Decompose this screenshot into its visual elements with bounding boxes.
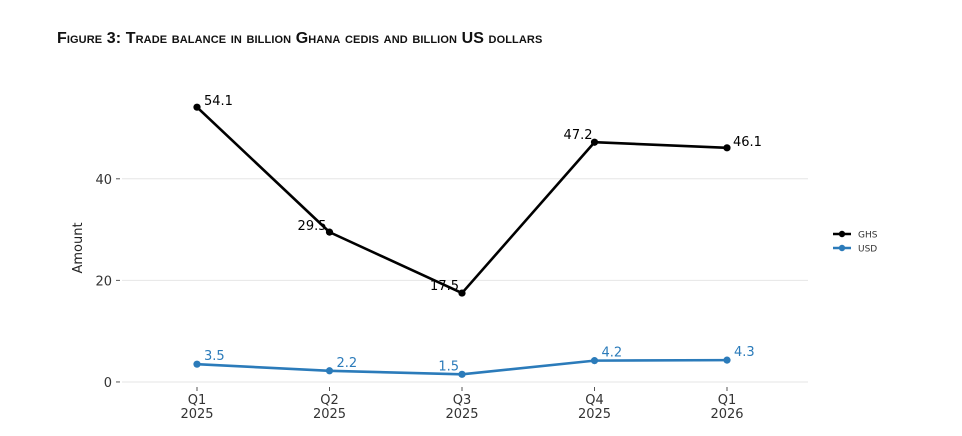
y-tick-label: 40 [95, 173, 112, 188]
x-axis: Q1 2025 Q2 2025 Q3 2025 Q4 2025 Q1 2026 [180, 387, 744, 422]
data-point [723, 356, 731, 364]
legend-label: USD [858, 245, 877, 255]
data-label: 2.2 [337, 356, 358, 371]
x-tick-label: Q1 2025 [180, 393, 213, 422]
series-line [196, 106, 728, 295]
gridlines [122, 178, 808, 383]
y-tick-label: 0 [104, 376, 112, 391]
series-ghs: 54.1 29.5 17.5 47.2 46.1 [193, 94, 762, 297]
data-point [193, 103, 201, 111]
x-tick-label: Q4 2025 [578, 393, 611, 422]
data-label: 3.5 [204, 349, 225, 364]
data-label: 29.5 [298, 219, 327, 234]
data-label: 46.1 [733, 135, 762, 150]
legend-label: GHS [858, 231, 878, 241]
plot-area: 54.1 29.5 17.5 47.2 46.1 3.5 2.2 1.5 4.2 4.3 [193, 94, 762, 378]
data-point [458, 370, 466, 378]
data-label: 47.2 [564, 128, 593, 143]
data-point [590, 138, 599, 146]
y-tick-label: 20 [95, 274, 112, 289]
legend-swatch-point [838, 244, 846, 252]
legend-item-usd: USD [833, 245, 877, 255]
data-label: 1.5 [438, 359, 459, 374]
x-tick-label: Q2 2025 [313, 393, 346, 422]
legend: GHS USD [833, 231, 878, 255]
legend-swatch-point [838, 230, 846, 238]
data-label: 4.3 [734, 345, 755, 360]
y-axis: 0 20 40 [95, 173, 120, 391]
series-usd: 3.5 2.2 1.5 4.2 4.3 [193, 345, 755, 378]
figure-title: Figure 3: Trade balance in billion Ghana… [57, 30, 543, 47]
legend-item-ghs: GHS [833, 231, 878, 241]
data-point [193, 360, 201, 368]
data-point [458, 289, 466, 297]
y-axis-title: Amount [71, 222, 86, 273]
data-point [325, 367, 334, 375]
x-tick-label: Q3 2025 [445, 393, 478, 422]
data-point [325, 228, 334, 236]
data-label: 17.5 [430, 279, 459, 294]
data-label: 4.2 [602, 346, 623, 361]
data-point [723, 144, 731, 152]
x-tick-label: Q1 2026 [710, 393, 743, 422]
data-point [590, 357, 599, 365]
data-label: 54.1 [204, 94, 233, 109]
